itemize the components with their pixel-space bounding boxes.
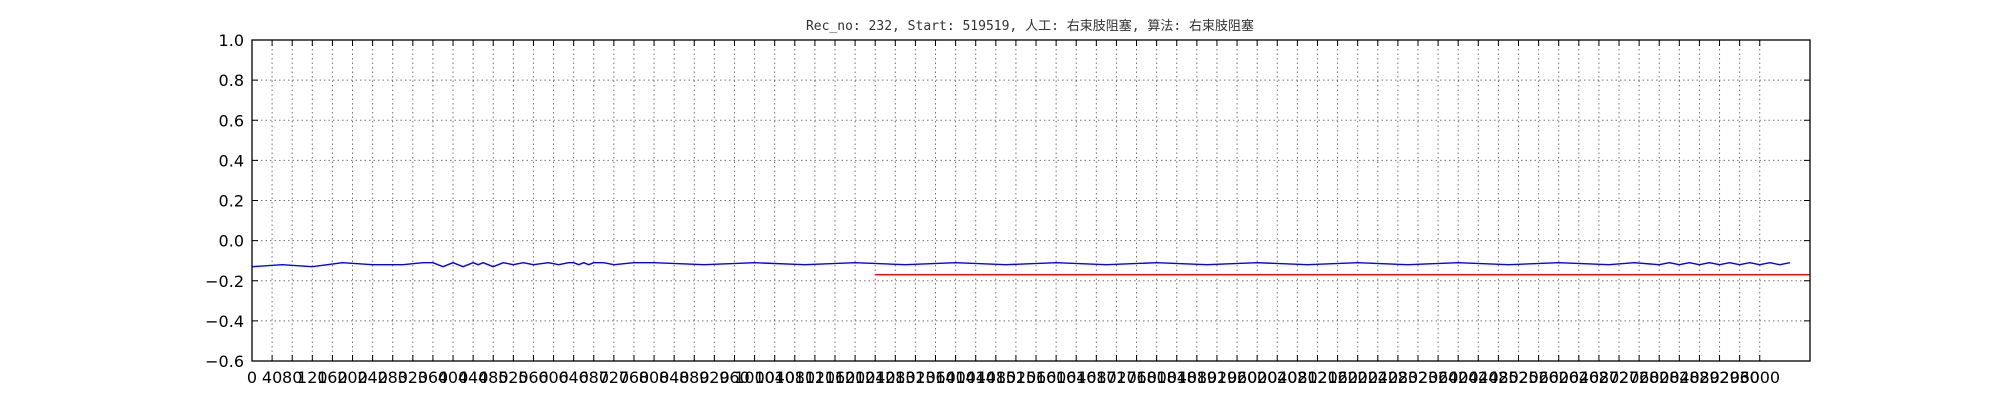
x-tick-label: 2320 (1398, 368, 1439, 387)
x-tick-label: 1880 (1176, 368, 1217, 387)
x-tick-label: 240 (357, 368, 388, 387)
x-tick-label: 2520 (1498, 368, 1539, 387)
x-tick-label: 2800 (1639, 368, 1680, 387)
x-tick-label: 2040 (1257, 368, 1298, 387)
x-tick-label: 1720 (1096, 368, 1137, 387)
x-tick-label: 280 (377, 368, 408, 387)
x-tick-label: 3000 (1739, 368, 1780, 387)
x-tick-label: 1440 (955, 368, 996, 387)
y-tick-label: 1.0 (219, 31, 244, 50)
x-tick-label: 1920 (1197, 368, 1238, 387)
x-tick-label: 1160 (815, 368, 856, 387)
x-tick-label: 760 (619, 368, 650, 387)
x-tick-label: 2000 (1237, 368, 1278, 387)
x-tick-label: 2280 (1378, 368, 1419, 387)
x-tick-label: 1560 (1016, 368, 1057, 387)
x-tick-label: 0 (247, 368, 257, 387)
x-tick-label: 2400 (1438, 368, 1479, 387)
x-tick-label: 360 (418, 368, 449, 387)
x-tick-label: 1960 (1217, 368, 1258, 387)
x-tick-label: 200 (337, 368, 368, 387)
x-tick-label: 1480 (975, 368, 1016, 387)
y-tick-label: −0.4 (205, 312, 244, 331)
chart-title: Rec_no: 232, Start: 519519, 人工: 右束肢阻塞, 算… (806, 18, 1254, 34)
x-tick-label: 800 (639, 368, 670, 387)
x-tick-label: 2600 (1538, 368, 1579, 387)
x-tick-label: 2120 (1297, 368, 1338, 387)
x-tick-label: 1040 (754, 368, 795, 387)
x-tick-label: 2840 (1659, 368, 1700, 387)
y-tick-label: 0.0 (219, 232, 244, 251)
x-axis: 0 40 8012016020024028032036040044048052056… (247, 40, 1780, 387)
x-tick-label: 1360 (915, 368, 956, 387)
x-tick-label: 560 (518, 368, 549, 387)
series-line-1 (251, 262, 1791, 268)
y-tick-label: 0.8 (219, 71, 244, 90)
x-tick-label: 520 (498, 368, 529, 387)
x-tick-label: 1120 (795, 368, 836, 387)
x-tick-label: 480 (478, 368, 509, 387)
x-tick-label: 320 (398, 368, 429, 387)
x-tick-label: 2080 (1277, 368, 1318, 387)
x-tick-label: 40 (262, 368, 282, 387)
x-tick-label: 1680 (1076, 368, 1117, 387)
x-tick-label: 600 (538, 368, 569, 387)
series-layer (251, 262, 1810, 276)
x-tick-label: 2680 (1579, 368, 1620, 387)
x-tick-label: 2880 (1679, 368, 1720, 387)
x-tick-label: 2640 (1558, 368, 1599, 387)
grid-layer (252, 40, 1810, 361)
x-tick-label: 1280 (875, 368, 916, 387)
y-tick-label: 0.4 (219, 151, 244, 170)
x-tick-label: 1240 (855, 368, 896, 387)
x-tick-label: 2920 (1699, 368, 1740, 387)
x-tick-label: 120 (297, 368, 328, 387)
x-tick-label: 920 (699, 368, 730, 387)
x-tick-label: 1800 (1136, 368, 1177, 387)
x-tick-label: 1600 (1036, 368, 1077, 387)
x-tick-label: 400 (438, 368, 469, 387)
x-tick-label: 160 (317, 368, 348, 387)
x-tick-label: 2160 (1317, 368, 1358, 387)
x-tick-label: 1640 (1056, 368, 1097, 387)
x-tick-label: 1080 (774, 368, 815, 387)
x-tick-label: 2720 (1599, 368, 1640, 387)
x-tick-label: 1000 (734, 368, 775, 387)
y-axis: 1.0 0.8 0.6 0.4 0.2 0.0 −0.2 −0.4 −0.6 (205, 31, 1810, 371)
x-tick-label: 1840 (1156, 368, 1197, 387)
x-tick-label: 960 (719, 368, 750, 387)
x-tick-label: 2760 (1619, 368, 1660, 387)
x-tick-label: 1400 (935, 368, 976, 387)
x-tick-label: 680 (578, 368, 609, 387)
x-tick-label: 1320 (895, 368, 936, 387)
x-tick-label: 640 (558, 368, 589, 387)
x-tick-label: 2480 (1478, 368, 1519, 387)
x-tick-label: 80 (282, 368, 302, 387)
x-tick-label: 440 (458, 368, 489, 387)
y-tick-label: −0.2 (205, 272, 244, 291)
x-tick-label: 720 (599, 368, 630, 387)
x-tick-label: 2560 (1518, 368, 1559, 387)
x-tick-label: 2200 (1337, 368, 1378, 387)
x-tick-label: 880 (679, 368, 710, 387)
x-tick-label: 2360 (1418, 368, 1459, 387)
x-tick-label: 1760 (1116, 368, 1157, 387)
y-tick-label: 0.2 (219, 192, 244, 211)
x-tick-label: 2960 (1719, 368, 1760, 387)
x-tick-label: 2240 (1357, 368, 1398, 387)
x-tick-label: 840 (659, 368, 690, 387)
x-tick-label: 1200 (835, 368, 876, 387)
y-tick-label: −0.6 (205, 352, 244, 371)
x-tick-label: 2440 (1458, 368, 1499, 387)
x-tick-label: 1520 (996, 368, 1037, 387)
y-tick-label: 0.6 (219, 111, 244, 130)
